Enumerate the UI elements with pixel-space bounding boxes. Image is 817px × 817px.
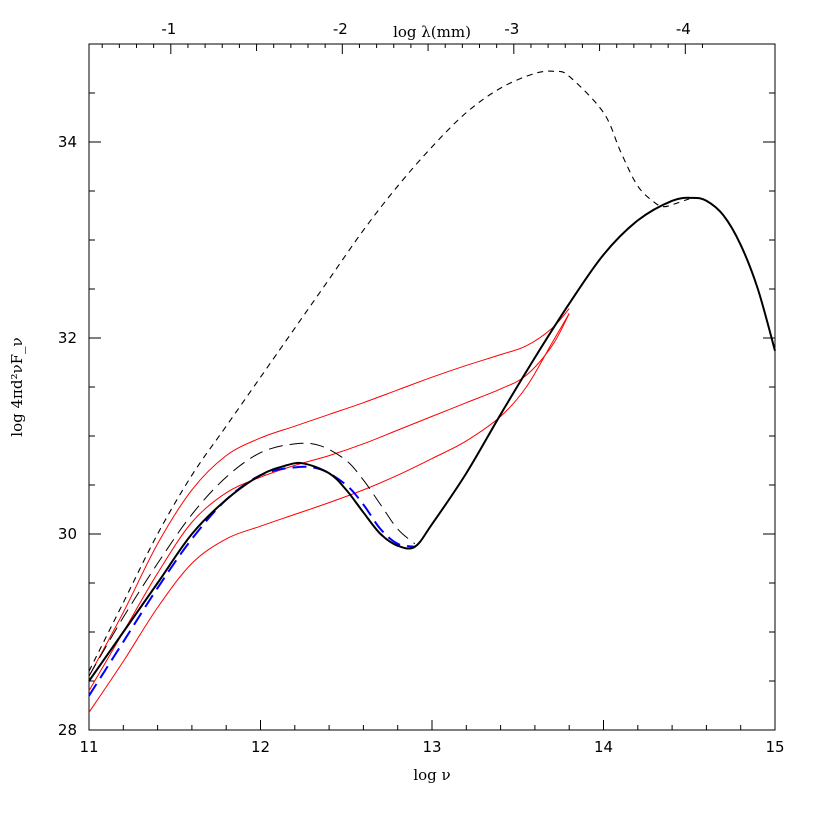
axis-tick-labels: 11 12 13 14 15 28 30 32 34 -1 -2 -3 -4 bbox=[58, 20, 785, 756]
y-axis-title: log 4πd²νF_ν bbox=[8, 337, 26, 436]
axis-ticks bbox=[88, 43, 776, 731]
x2-axis-title: log λ(mm) bbox=[393, 23, 471, 41]
x-tick-label: 12 bbox=[251, 738, 270, 756]
series-line-4 bbox=[88, 313, 570, 713]
series-line-7 bbox=[88, 196, 776, 682]
y-tick-label: 28 bbox=[58, 721, 77, 739]
x-tick-label: 14 bbox=[594, 738, 613, 756]
x-tick-label: 11 bbox=[79, 738, 98, 756]
y-tick-label: 34 bbox=[58, 133, 77, 151]
series-line-3 bbox=[88, 313, 570, 692]
series-group bbox=[88, 70, 776, 713]
x-tick-label: 13 bbox=[422, 738, 441, 756]
x-axis-title: log ν bbox=[413, 766, 450, 784]
series-line-2 bbox=[88, 308, 570, 677]
y-tick-label: 32 bbox=[58, 329, 77, 347]
x2-tick-label: -4 bbox=[676, 20, 691, 38]
x2-tick-label: -2 bbox=[333, 20, 348, 38]
x2-tick-label: -1 bbox=[161, 20, 176, 38]
x2-tick-label: -3 bbox=[504, 20, 519, 38]
series-line-6 bbox=[88, 465, 416, 697]
series-line-1 bbox=[88, 70, 690, 672]
y-tick-label: 30 bbox=[58, 525, 77, 543]
x-tick-label: 15 bbox=[765, 738, 784, 756]
series-line-5 bbox=[88, 442, 416, 677]
